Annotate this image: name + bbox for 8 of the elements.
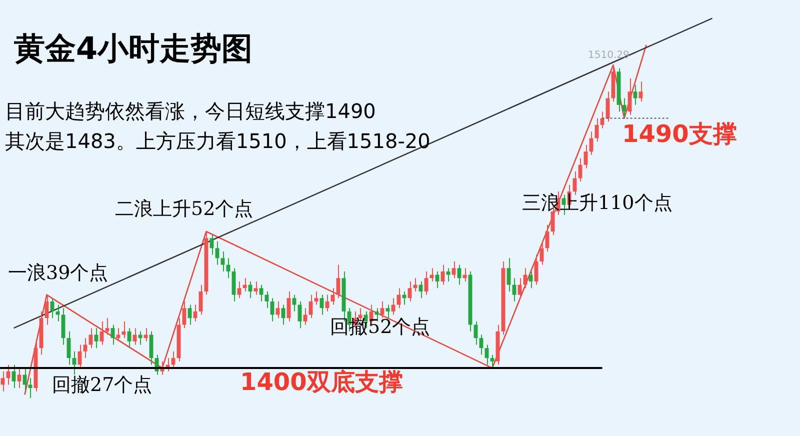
- annotation: 一浪39个点: [8, 261, 108, 286]
- text: 目前大趋势依然看涨，今日短线支撑1490 其次是1483。上方压力看1510，上看1518-20: [5, 98, 430, 155]
- annotation: 二浪上升52个点: [115, 197, 254, 222]
- annotation: 回撤27个点: [52, 373, 152, 398]
- chart-title: 黄金4小时走势图: [14, 30, 253, 69]
- ref-line-label: 1490支撑: [622, 120, 737, 148]
- text: 1510.29: [588, 50, 630, 61]
- ref-line-label: 1400双底支撑: [240, 368, 403, 396]
